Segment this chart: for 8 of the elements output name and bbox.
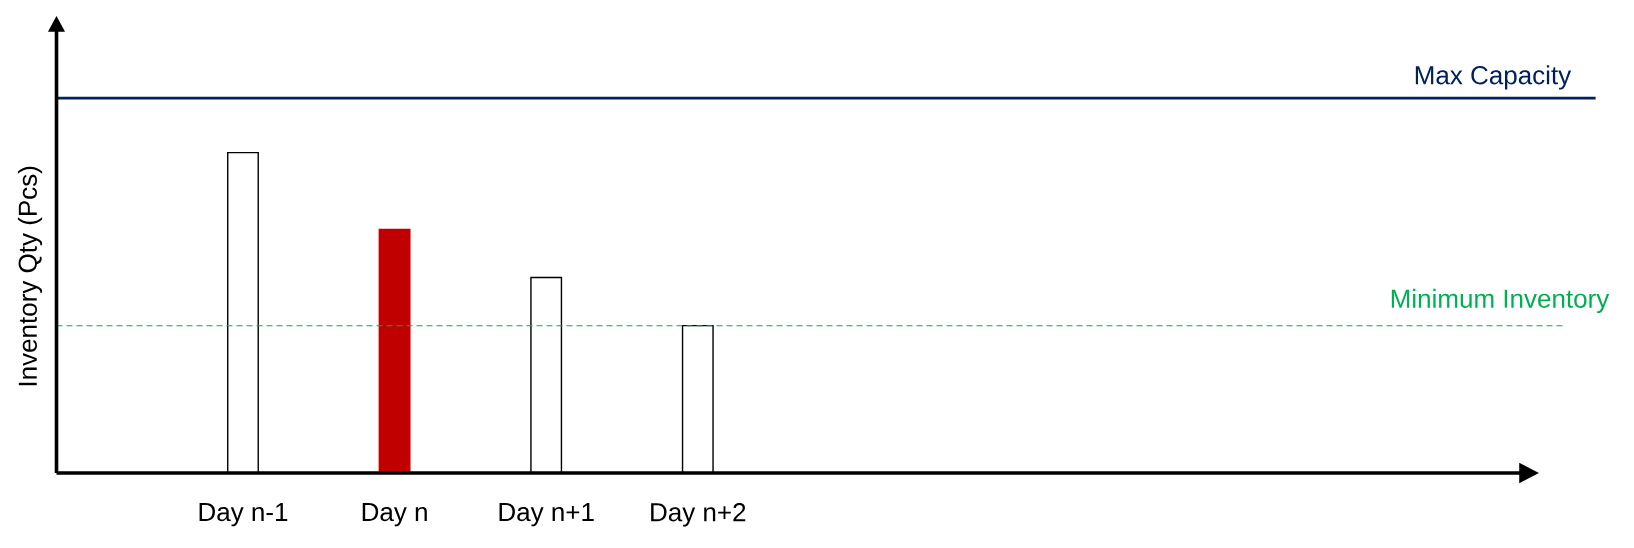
ref-line-label: Max Capacity xyxy=(1415,65,1572,90)
ref-line-label: Minimum Inventory xyxy=(1391,288,1610,314)
x-tick-label: Day n xyxy=(362,503,427,527)
y-axis-title: Inventory Qty (Pcs) xyxy=(17,166,43,386)
x-tick-label: Day n-1 xyxy=(199,503,288,527)
x-tick-label: Day n+1 xyxy=(499,503,594,527)
x-tick-label: Day n+2 xyxy=(651,503,746,527)
bar xyxy=(378,228,411,474)
